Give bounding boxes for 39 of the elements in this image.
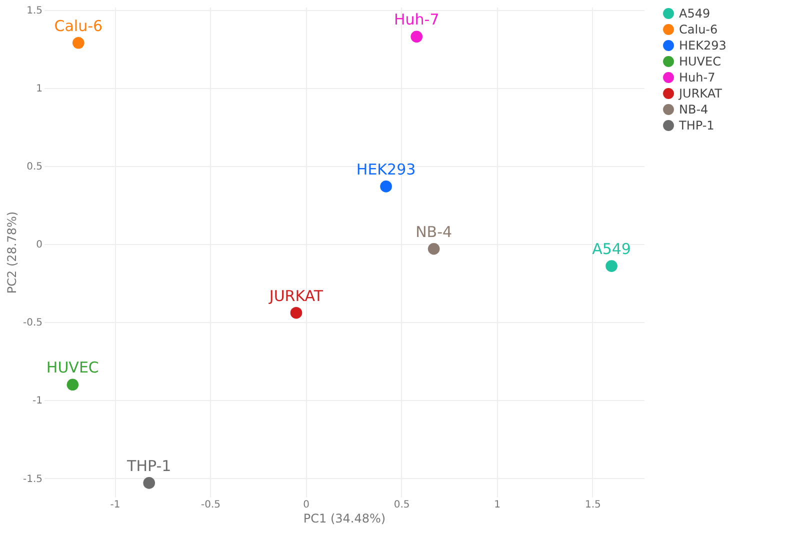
legend-label: Huh-7 [679,70,716,84]
y-tick-label: -1.5 [22,474,42,485]
text: A549 [592,240,631,258]
legend-label: JURKAT [678,86,723,100]
x-tick-label: 1.5 [584,500,601,510]
legend-label: Calu-6 [679,22,718,36]
y-tick-label: 1.5 [26,6,42,17]
point [380,180,392,192]
y-axis-title: PC2 (28.78%) [4,211,19,294]
text: THP-1 [127,456,172,475]
legend-label: A549 [679,6,710,20]
text: Huh-7 [394,10,440,29]
legend-label: HUVEC [679,54,721,68]
point [143,477,156,489]
text: HEK293 [356,160,416,178]
text: JURKAT [269,286,324,305]
point [66,378,79,391]
legend-label: NB-4 [679,102,708,116]
y-tick-label: 0 [36,240,42,251]
y-tick-label: -0.5 [22,318,42,329]
y-tick-label: 0.5 [26,162,42,173]
text: HUVEC [46,358,99,377]
x-tick-label: -1 [110,500,120,510]
point [606,260,618,272]
point [290,306,302,319]
x-tick-label: 0.5 [394,500,410,510]
legend-label: THP-1 [678,118,714,132]
x-tick-label: -0.5 [200,500,220,510]
y-tick-label: -1 [32,396,42,407]
text: Calu-6 [54,16,103,35]
y-tick-label: 1 [36,84,42,95]
x-tick-label: 1 [494,500,501,510]
text: NB-4 [416,222,452,241]
x-axis-title: PC1 (34.48%) [303,512,386,526]
point [410,30,423,43]
point [72,36,84,49]
legend-label: HEK293 [679,38,726,52]
point [428,242,440,255]
x-tick-label: 0 [303,500,310,510]
